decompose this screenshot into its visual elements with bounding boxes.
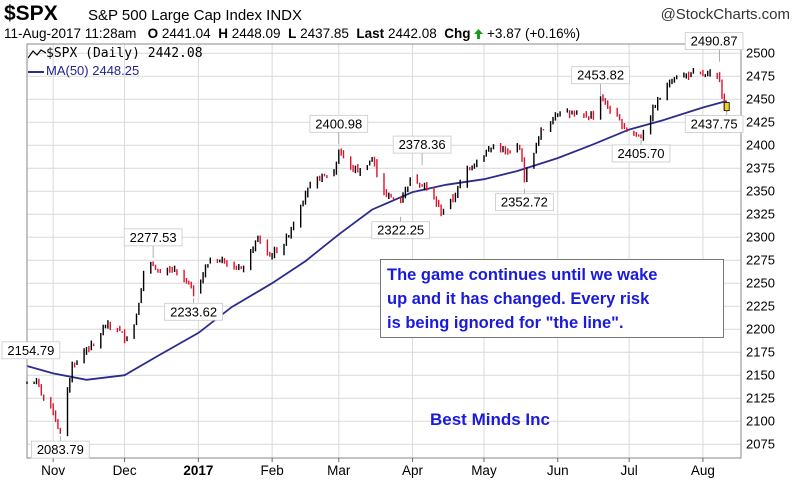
commentary-line-3: is being ignored for "the line". bbox=[387, 314, 624, 332]
quote-line: 11-Aug-2017 11:28am O 2441.04 H 2448.09 … bbox=[4, 26, 580, 41]
x-tick-label: May bbox=[471, 463, 497, 478]
legend-price-label: $SPX (Daily) 2442.08 bbox=[46, 46, 203, 61]
legend-price: $SPX (Daily) 2442.08 bbox=[28, 45, 203, 62]
chg-value: +3.87 (+0.16%) bbox=[487, 26, 581, 41]
legend-ma-swatch bbox=[28, 70, 44, 73]
annotation-label: 2322.25 bbox=[377, 223, 424, 238]
legend-ma: MA(50) 2448.25 bbox=[28, 62, 203, 79]
chart-header: $SPX S&P 500 Large Cap Index INDX @Stock… bbox=[4, 2, 796, 42]
annotation-box bbox=[1, 341, 61, 360]
y-tick-label: 2325 bbox=[746, 207, 775, 222]
x-tick-label: Feb bbox=[261, 463, 284, 478]
y-tick-label: 2075 bbox=[746, 437, 775, 452]
annotation-box bbox=[164, 302, 223, 321]
quote-datetime: 11-Aug-2017 11:28am bbox=[4, 26, 137, 41]
y-tick-label: 2425 bbox=[746, 115, 775, 130]
y-tick-label: 2175 bbox=[746, 345, 775, 360]
chg-label: Chg bbox=[444, 26, 471, 41]
annotation-box bbox=[309, 114, 369, 133]
x-tick-label: Jul bbox=[621, 463, 638, 478]
annotation-box bbox=[684, 115, 744, 133]
commentary-line-1: The game continues until we wake bbox=[387, 266, 658, 284]
low-label: L bbox=[288, 26, 297, 41]
annotation-label: 2400.98 bbox=[315, 116, 362, 131]
y-tick-label: 2150 bbox=[746, 368, 775, 383]
annotation-label: 2154.79 bbox=[7, 343, 54, 358]
annotation-box bbox=[495, 193, 554, 212]
y-tick-label: 2200 bbox=[746, 322, 775, 337]
x-tick-label: 2017 bbox=[183, 463, 213, 478]
legend-price-swatch bbox=[28, 48, 46, 58]
open-label: O bbox=[147, 26, 159, 41]
last-price-marker bbox=[723, 102, 730, 111]
y-tick-label: 2400 bbox=[746, 138, 775, 153]
annotation-label: 2083.79 bbox=[37, 442, 84, 457]
y-tick-label: 2350 bbox=[746, 184, 775, 199]
x-tick-label: Jun bbox=[547, 463, 569, 478]
y-tick-label: 2375 bbox=[746, 161, 775, 176]
y-tick-label: 2300 bbox=[746, 230, 775, 245]
up-arrow-icon bbox=[474, 29, 484, 39]
y-tick-label: 2125 bbox=[746, 391, 775, 406]
open-value: 2441.04 bbox=[161, 26, 211, 41]
annotation-box bbox=[571, 66, 630, 85]
last-label: Last bbox=[356, 26, 385, 41]
annotation-label: 2490.87 bbox=[691, 34, 738, 49]
commentary-line-2: up and it has changed. Every risk bbox=[387, 290, 650, 308]
high-value: 2448.09 bbox=[231, 26, 281, 41]
annotation-label: 2378.36 bbox=[399, 137, 446, 152]
annotation-box bbox=[392, 135, 452, 154]
last-value: 2442.08 bbox=[387, 26, 437, 41]
y-tick-label: 2100 bbox=[746, 414, 775, 429]
annotation-label: 2405.70 bbox=[618, 146, 665, 161]
x-tick-label: Nov bbox=[41, 463, 65, 478]
x-tick-label: Mar bbox=[327, 463, 351, 478]
chart-legend: $SPX (Daily) 2442.08 MA(50) 2448.25 bbox=[28, 45, 203, 79]
symbol: $SPX bbox=[4, 2, 58, 25]
y-tick-label: 2225 bbox=[746, 299, 775, 314]
y-tick-label: 2450 bbox=[746, 92, 775, 107]
annotation-label: 2277.53 bbox=[130, 230, 177, 245]
annotation-label: 2437.75 bbox=[691, 116, 738, 131]
annotation-label: 2233.62 bbox=[170, 304, 217, 319]
low-value: 2437.85 bbox=[300, 26, 349, 41]
y-tick-label: 2475 bbox=[746, 69, 775, 84]
annotation-box bbox=[611, 144, 671, 163]
high-label: H bbox=[218, 26, 228, 41]
watermark-text: Best Minds Inc bbox=[430, 410, 550, 429]
annotation-label: 2352.72 bbox=[501, 195, 548, 210]
y-tick-label: 2500 bbox=[746, 46, 775, 61]
index-name: S&P 500 Large Cap Index INDX bbox=[88, 7, 303, 24]
annotation-box bbox=[684, 32, 744, 50]
legend-ma-label: MA(50) 2448.25 bbox=[46, 63, 140, 78]
annotation-box bbox=[31, 440, 90, 459]
ma50-line bbox=[26, 100, 727, 381]
annotation-box bbox=[371, 221, 430, 240]
plot-frame bbox=[26, 43, 742, 459]
x-tick-label: Apr bbox=[402, 463, 424, 478]
y-tick-label: 2275 bbox=[746, 253, 775, 268]
brand-link[interactable]: @StockCharts.com bbox=[660, 6, 790, 23]
annotation-label: 2453.82 bbox=[577, 68, 624, 83]
y-tick-label: 2250 bbox=[746, 276, 775, 291]
annotation-box bbox=[123, 228, 183, 247]
x-tick-label: Aug bbox=[691, 463, 715, 478]
commentary-box: The game continues until we wake up and … bbox=[380, 259, 724, 338]
x-tick-label: Dec bbox=[113, 463, 137, 478]
